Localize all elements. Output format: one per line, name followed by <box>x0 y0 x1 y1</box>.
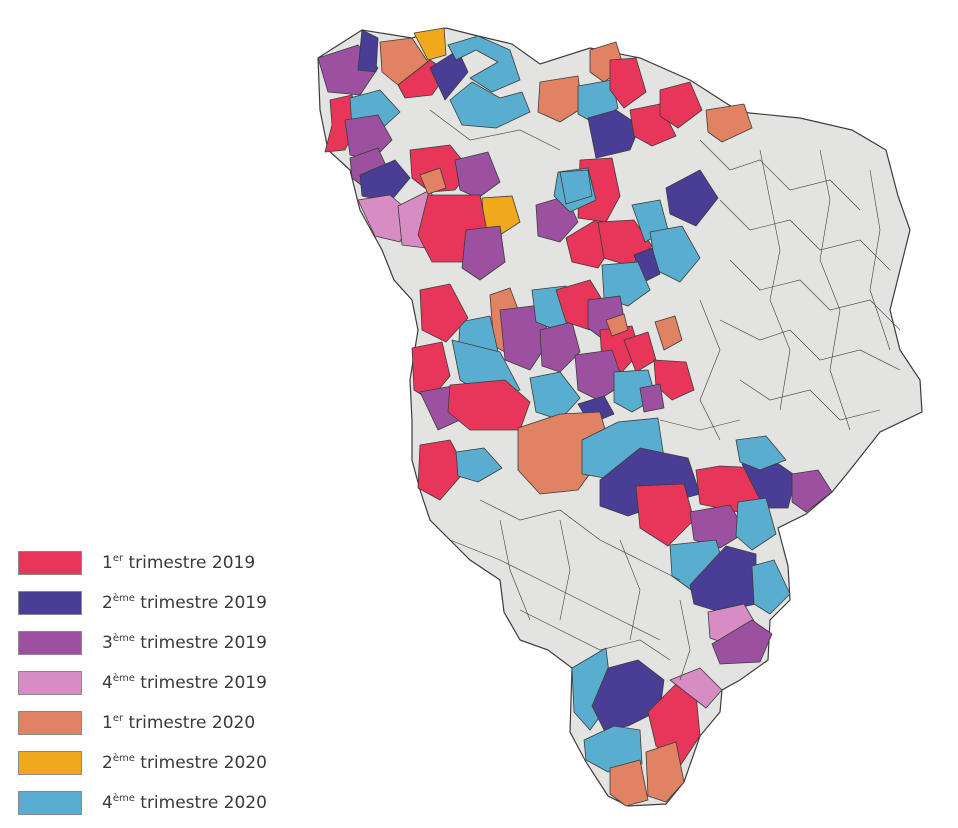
commune-region <box>529 371 581 421</box>
legend-label: 1er trimestre 2020 <box>102 713 256 733</box>
commune-boundary-line <box>519 609 671 661</box>
commune-boundary-line <box>619 539 641 641</box>
legend-item-q2-2020: 2ème trimestre 2020 <box>18 743 267 783</box>
commune-region <box>654 315 683 351</box>
legend-swatch <box>18 551 82 575</box>
commune-region <box>735 435 787 471</box>
commune-region <box>447 35 521 93</box>
commune-boundary-line <box>479 499 681 581</box>
commune-region <box>419 283 469 343</box>
commune-region <box>639 383 665 413</box>
commune-boundary-line <box>739 379 881 421</box>
commune-boundary-line <box>679 599 691 681</box>
legend-swatch <box>18 591 82 615</box>
commune-region <box>711 619 773 665</box>
commune-region <box>689 504 747 549</box>
commune-region <box>601 261 651 307</box>
legend-item-q4-2019: 4ème trimestre 2019 <box>18 663 267 703</box>
commune-boundary-line <box>719 319 901 371</box>
commune-region <box>587 109 641 159</box>
legend-swatch <box>18 791 82 815</box>
commune-region <box>344 114 393 161</box>
commune-boundary-line <box>659 419 741 431</box>
commune-region <box>635 483 695 547</box>
legend-label: 2ème trimestre 2019 <box>102 593 267 613</box>
legend-item-q4-2020: 4ème trimestre 2020 <box>18 783 267 823</box>
commune-boundary-line <box>819 149 851 431</box>
legend-label: 4ème trimestre 2020 <box>102 793 267 813</box>
commune-region <box>751 559 791 615</box>
commune-boundaries <box>429 109 901 681</box>
commune-region <box>539 321 581 373</box>
legend-swatch <box>18 631 82 655</box>
commune-region <box>359 159 411 203</box>
commune-region <box>455 447 503 483</box>
commune-region <box>461 225 506 281</box>
commune-region <box>417 439 467 501</box>
commune-boundary-line <box>499 519 531 621</box>
legend-item-q3-2019: 3ème trimestre 2019 <box>18 623 267 663</box>
legend-label: 1er trimestre 2019 <box>102 553 256 573</box>
commune-region <box>559 169 593 205</box>
legend-label: 3ème trimestre 2019 <box>102 633 267 653</box>
commune-region <box>645 741 685 803</box>
commune-region <box>605 313 629 337</box>
legend-swatch <box>18 711 82 735</box>
commune-region <box>791 469 833 513</box>
commune-region <box>659 81 703 129</box>
commune-boundary-line <box>759 149 791 411</box>
commune-region <box>735 497 777 551</box>
commune-region <box>413 27 447 61</box>
commune-boundary-line <box>559 519 571 621</box>
commune-region <box>537 75 583 123</box>
legend: 1er trimestre 2019 2ème trimestre 2019 3… <box>18 543 267 823</box>
commune-region <box>454 151 501 199</box>
commune-boundary-line <box>429 109 561 151</box>
legend-item-q1-2019: 1er trimestre 2019 <box>18 543 267 583</box>
commune-boundary-line <box>719 199 891 271</box>
commune-region <box>583 725 643 773</box>
communes-layer <box>317 27 833 807</box>
commune-boundary-line <box>449 539 661 641</box>
commune-region <box>609 759 649 807</box>
commune-boundary-line <box>699 299 721 441</box>
legend-swatch <box>18 751 82 775</box>
legend-swatch <box>18 671 82 695</box>
legend-item-q2-2019: 2ème trimestre 2019 <box>18 583 267 623</box>
commune-region <box>449 81 531 129</box>
commune-region <box>705 103 753 143</box>
commune-boundary-line <box>869 169 891 351</box>
commune-region <box>653 359 695 401</box>
commune-region <box>419 167 447 195</box>
commune-region <box>609 57 647 109</box>
commune-region <box>665 169 719 227</box>
legend-label: 2ème trimestre 2020 <box>102 753 267 773</box>
commune-region <box>357 29 379 73</box>
commune-boundary-line <box>699 139 861 211</box>
commune-region <box>574 349 625 401</box>
legend-label: 4ème trimestre 2019 <box>102 673 267 693</box>
commune-region <box>429 49 469 101</box>
commune-region <box>669 667 723 709</box>
legend-item-q1-2020: 1er trimestre 2020 <box>18 703 267 743</box>
